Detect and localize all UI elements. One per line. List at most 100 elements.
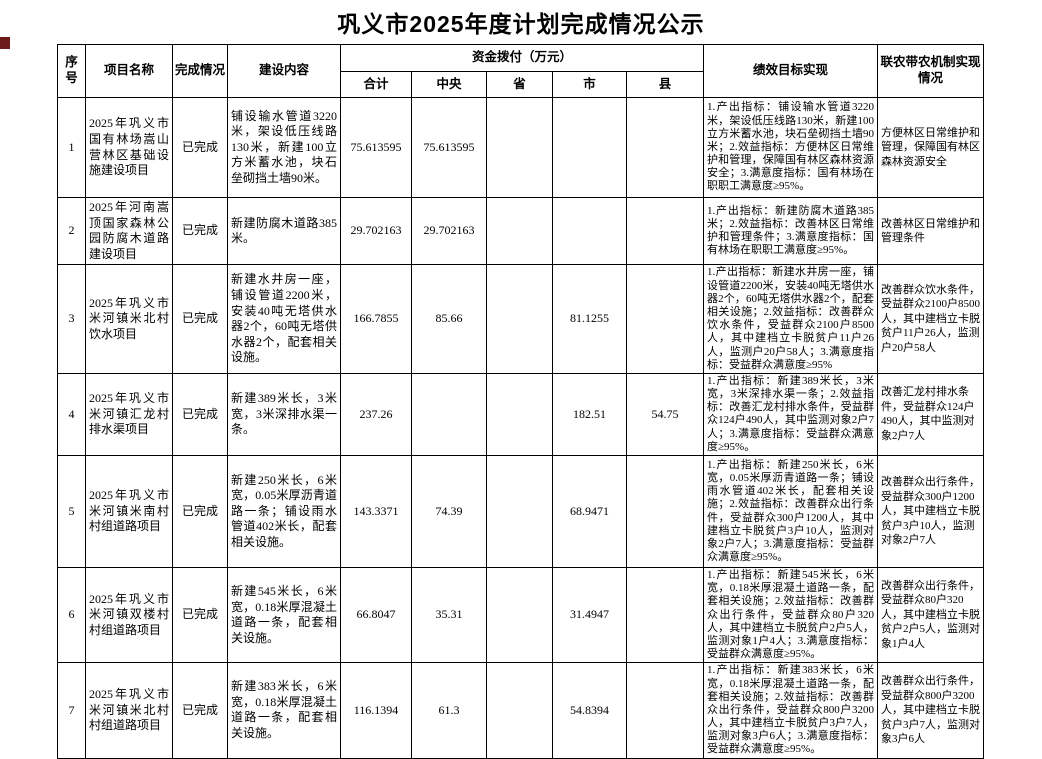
cell-seq: 3 (57, 264, 86, 374)
cell-performance: 1.产出指标：新建防腐木道路385米；2.效益指标：改善林区日常维护和管理条件；… (703, 196, 879, 266)
cell-content: 新建545米长，6米宽，0.18米厚混凝土道路一条，配套相关设施。 (227, 566, 341, 664)
table-row: 1 2025年巩义市国有林场嵩山营林区基础设施建设项目 已完成 铺设输水管道32… (57, 97, 985, 198)
cell-status: 已完成 (172, 97, 228, 198)
cell-project: 2025年巩义市米河镇米南村村组道路项目 (85, 455, 173, 568)
column-header-funds-province: 省 (486, 71, 553, 98)
corner-marker (0, 37, 10, 49)
cell-fund-city: 54.8394 (552, 662, 627, 759)
cell-content: 新建250米长，6米宽，0.05米厚沥青道路一条；铺设雨水管道402米长，配套相… (227, 455, 341, 568)
cell-fund-city: 68.9471 (552, 455, 627, 568)
column-header-funds-group: 资金拨付（万元） (339, 44, 705, 72)
table-row: 6 2025年巩义市米河镇双楼村村组道路项目 已完成 新建545米长，6米宽，0… (57, 566, 985, 664)
column-header-funds-central: 中央 (411, 71, 487, 98)
table-header: 序号 项目名称 完成情况 建设内容 资金拨付（万元） 绩效目标实现 联农带农机制… (57, 44, 985, 98)
column-header-project: 项目名称 (85, 44, 173, 98)
cell-content: 新建389米长，3米宽，3米深排水渠一条。 (227, 372, 341, 457)
cell-fund-city (552, 97, 627, 198)
cell-fund-province (486, 196, 553, 266)
cell-fund-central: 29.702163 (411, 196, 487, 266)
cell-fund-central: 35.31 (411, 566, 487, 664)
cell-fund-province (486, 455, 553, 568)
cell-fund-city: 182.51 (552, 372, 627, 457)
cell-performance: 1.产出指标：新建389米长，3米宽，3米深排水渠一条；2.效益指标：改善汇龙村… (703, 372, 879, 457)
cell-project: 2025年巩义市米河镇米北村村组道路项目 (85, 662, 173, 759)
column-header-funds-total: 合计 (340, 71, 412, 98)
cell-fund-central: 61.3 (411, 662, 487, 759)
cell-performance: 1.产出指标：新建250米长，6米宽，0.05米厚沥青道路一条；铺设雨水管道40… (703, 455, 879, 568)
cell-fund-county (625, 264, 705, 374)
cell-project: 2025年河南嵩顶国家森林公园防腐木道路建设项目 (85, 196, 173, 266)
cell-mechanism: 改善汇龙村排水条件，受益群众124户490人，其中监测对象2户7人 (877, 372, 985, 457)
cell-performance: 1.产出指标：铺设输水管道3220米，架设低压线路130米，新建100立方米蓄水… (703, 97, 879, 198)
cell-fund-county (625, 455, 705, 568)
cell-fund-central: 74.39 (411, 455, 487, 568)
cell-status: 已完成 (172, 455, 228, 568)
cell-fund-total: 143.3371 (340, 455, 412, 568)
cell-status: 已完成 (172, 264, 228, 374)
table-row: 5 2025年巩义市米河镇米南村村组道路项目 已完成 新建250米长，6米宽，0… (57, 455, 985, 568)
cell-performance: 1.产出指标：新建383米长，6米宽，0.18米厚混凝土道路一条，配套相关设施；… (703, 662, 879, 759)
cell-fund-province (486, 662, 553, 759)
table-body: 1 2025年巩义市国有林场嵩山营林区基础设施建设项目 已完成 铺设输水管道32… (57, 97, 985, 759)
cell-seq: 1 (57, 97, 86, 198)
cell-fund-total: 237.26 (340, 372, 412, 457)
cell-performance: 1.产出指标：新建545米长，6米宽，0.18米厚混凝土道路一条，配套相关设施；… (703, 566, 879, 664)
cell-fund-central (411, 372, 487, 457)
cell-fund-total: 166.7855 (340, 264, 412, 374)
cell-content: 铺设输水管道3220米，架设低压线路130米，新建100立方米蓄水池，块石垒砌挡… (227, 97, 341, 198)
column-header-funds-county: 县 (625, 71, 705, 98)
cell-seq: 5 (57, 455, 86, 568)
cell-fund-county (625, 566, 705, 664)
cell-fund-province (486, 372, 553, 457)
column-header-seq: 序号 (57, 44, 86, 98)
page-title: 巩义市2025年度计划完成情况公示 (337, 11, 705, 37)
cell-content: 新建防腐木道路385米。 (227, 196, 341, 266)
cell-fund-city: 81.1255 (552, 264, 627, 374)
cell-fund-central: 75.613595 (411, 97, 487, 198)
table-row: 2 2025年河南嵩顶国家森林公园防腐木道路建设项目 已完成 新建防腐木道路38… (57, 196, 985, 266)
cell-fund-central: 85.66 (411, 264, 487, 374)
cell-seq: 4 (57, 372, 86, 457)
cell-seq: 2 (57, 196, 86, 266)
cell-fund-county (625, 662, 705, 759)
column-header-content: 建设内容 (227, 44, 341, 98)
cell-project: 2025年巩义市国有林场嵩山营林区基础设施建设项目 (85, 97, 173, 198)
cell-fund-total: 116.1394 (340, 662, 412, 759)
cell-content: 新建水井房一座，铺设管道2200米，安装40吨无塔供水器2个，60吨无塔供水器2… (227, 264, 341, 374)
cell-fund-total: 29.702163 (340, 196, 412, 266)
column-header-mechanism: 联农带农机制实现情况 (877, 44, 985, 98)
table-row: 3 2025年巩义市米河镇米北村饮水项目 已完成 新建水井房一座，铺设管道220… (57, 264, 985, 374)
column-header-performance: 绩效目标实现 (703, 44, 879, 98)
cell-project: 2025年巩义市米河镇米北村饮水项目 (85, 264, 173, 374)
column-header-status: 完成情况 (172, 44, 228, 98)
cell-fund-province (486, 97, 553, 198)
cell-status: 已完成 (172, 372, 228, 457)
cell-fund-city: 31.4947 (552, 566, 627, 664)
cell-fund-province (486, 566, 553, 664)
table-row: 4 2025年巩义市米河镇汇龙村排水渠项目 已完成 新建389米长，3米宽，3米… (57, 372, 985, 457)
cell-seq: 6 (57, 566, 86, 664)
cell-mechanism: 改善林区日常维护和管理条件 (877, 196, 985, 266)
cell-mechanism: 改善群众出行条件，受益群众80户320人，其中建档立卡脱贫户2户5人，监测对象1… (877, 566, 985, 664)
cell-fund-county: 54.75 (625, 372, 705, 457)
cell-status: 已完成 (172, 662, 228, 759)
table-row: 7 2025年巩义市米河镇米北村村组道路项目 已完成 新建383米长，6米宽，0… (57, 662, 985, 759)
cell-fund-county (625, 196, 705, 266)
cell-fund-province (486, 264, 553, 374)
cell-mechanism: 改善群众出行条件，受益群众800户3200人，其中建档立卡脱贫户3户7人，监测对… (877, 662, 985, 759)
cell-status: 已完成 (172, 196, 228, 266)
cell-mechanism: 方便林区日常维护和管理，保障国有林区森林资源安全 (877, 97, 985, 198)
cell-content: 新建383米长，6米宽，0.18米厚混凝土道路一条，配套相关设施。 (227, 662, 341, 759)
cell-fund-city (552, 196, 627, 266)
cell-project: 2025年巩义市米河镇汇龙村排水渠项目 (85, 372, 173, 457)
cell-status: 已完成 (172, 566, 228, 664)
cell-project: 2025年巩义市米河镇双楼村村组道路项目 (85, 566, 173, 664)
column-header-funds-city: 市 (552, 71, 627, 98)
cell-fund-county (625, 97, 705, 198)
cell-fund-total: 66.8047 (340, 566, 412, 664)
cell-mechanism: 改善群众出行条件，受益群众300户1200人，其中建档立卡脱贫户3户10人，监测… (877, 455, 985, 568)
cell-seq: 7 (57, 662, 86, 759)
cell-fund-total: 75.613595 (340, 97, 412, 198)
cell-performance: 1.产出指标：新建水井房一座，铺设管道2200米，安装40吨无塔供水器2个，60… (703, 264, 879, 374)
cell-mechanism: 改善群众饮水条件，受益群众2100户8500人，其中建档立卡脱贫户11户26人，… (877, 264, 985, 374)
